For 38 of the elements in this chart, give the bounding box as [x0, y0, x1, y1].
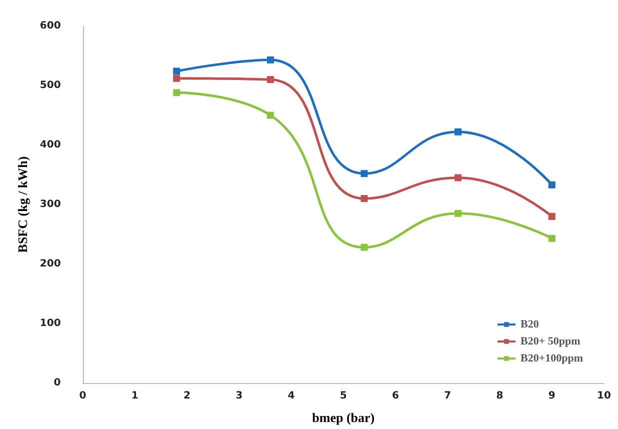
- point: [173, 68, 180, 75]
- legend-label: B20: [520, 318, 540, 330]
- x-tick-label: 0: [79, 390, 86, 402]
- point: [454, 174, 462, 182]
- x-tick-label: 5: [340, 390, 347, 402]
- y-tick-label: 400: [40, 140, 61, 150]
- point: [173, 74, 180, 82]
- point: [548, 181, 556, 188]
- y-tick-label: 0: [54, 378, 61, 388]
- legend-label: B20+ 50ppm: [520, 336, 580, 348]
- point: [548, 212, 556, 220]
- x-axis-title: bmep (bar): [312, 410, 375, 425]
- y-axis-title: BSFC (kg / kWh): [15, 156, 30, 253]
- point: [360, 244, 368, 251]
- point: [266, 112, 274, 119]
- legend-label: B20+100ppm: [520, 352, 584, 364]
- point: [173, 89, 180, 96]
- x-tick-label: 3: [236, 390, 243, 402]
- x-tick-label: 9: [548, 390, 556, 402]
- x-tick-label: 2: [184, 390, 191, 402]
- point: [548, 234, 556, 242]
- x-tick-label: 8: [496, 390, 504, 402]
- x-tick-label: 10: [597, 390, 611, 402]
- point: [360, 170, 368, 178]
- x-tick-label: 1: [131, 390, 138, 402]
- point: [360, 195, 368, 202]
- y-tick-label: 200: [40, 258, 61, 270]
- y-tick-label: 100: [40, 318, 61, 329]
- x-tick-label: 4: [288, 390, 295, 402]
- point: [266, 56, 274, 64]
- y-tick-label: 300: [40, 199, 61, 210]
- point: [454, 128, 462, 136]
- x-tick-label: 6: [392, 390, 400, 402]
- point: [454, 210, 462, 217]
- y-tick-label: 600: [40, 20, 61, 32]
- point: [266, 76, 274, 84]
- x-tick-label: 7: [444, 390, 452, 402]
- y-tick-label: 500: [40, 80, 61, 91]
